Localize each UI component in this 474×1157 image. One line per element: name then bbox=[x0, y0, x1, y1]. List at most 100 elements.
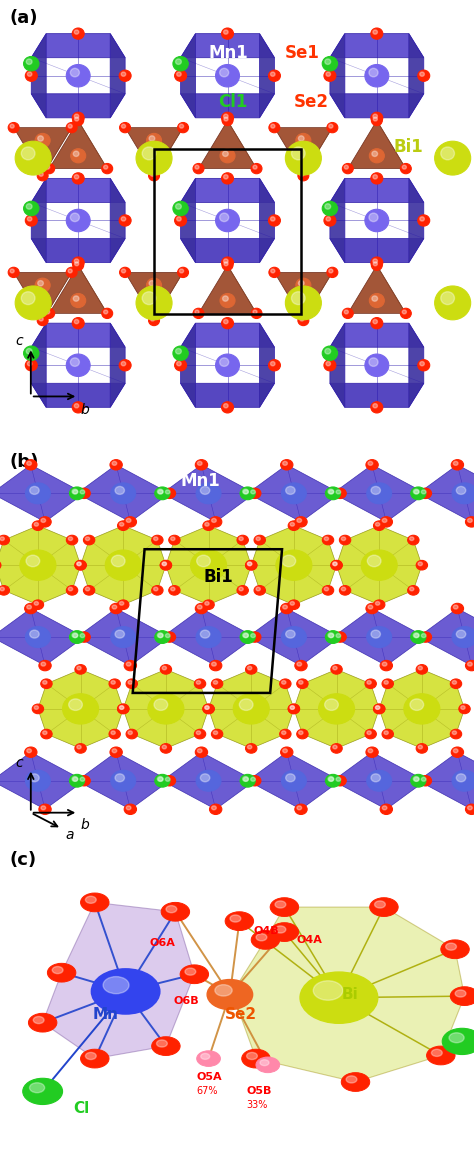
Circle shape bbox=[158, 778, 163, 781]
Circle shape bbox=[26, 204, 32, 209]
Circle shape bbox=[8, 267, 19, 278]
Circle shape bbox=[126, 662, 131, 666]
Circle shape bbox=[296, 133, 311, 147]
Circle shape bbox=[205, 523, 209, 526]
Circle shape bbox=[73, 634, 78, 638]
Circle shape bbox=[154, 537, 158, 540]
Circle shape bbox=[269, 267, 280, 278]
Circle shape bbox=[280, 729, 291, 739]
Circle shape bbox=[34, 706, 38, 709]
Circle shape bbox=[215, 985, 232, 996]
Circle shape bbox=[221, 317, 234, 329]
Circle shape bbox=[290, 602, 294, 605]
Circle shape bbox=[195, 747, 208, 758]
Circle shape bbox=[73, 489, 78, 494]
Circle shape bbox=[126, 679, 137, 688]
Circle shape bbox=[450, 729, 462, 739]
Circle shape bbox=[333, 562, 337, 566]
Circle shape bbox=[292, 147, 305, 160]
Circle shape bbox=[244, 489, 248, 494]
Circle shape bbox=[251, 634, 255, 638]
Circle shape bbox=[118, 705, 129, 714]
Circle shape bbox=[253, 310, 257, 314]
Circle shape bbox=[282, 680, 286, 684]
Circle shape bbox=[69, 487, 84, 500]
Circle shape bbox=[418, 71, 430, 81]
Polygon shape bbox=[181, 34, 195, 118]
Circle shape bbox=[452, 771, 474, 791]
Circle shape bbox=[66, 267, 77, 278]
Text: Mn1: Mn1 bbox=[180, 472, 220, 491]
Circle shape bbox=[384, 680, 388, 684]
Polygon shape bbox=[166, 525, 251, 605]
Circle shape bbox=[299, 680, 303, 684]
Circle shape bbox=[283, 749, 287, 753]
Circle shape bbox=[69, 774, 84, 787]
Circle shape bbox=[222, 260, 233, 271]
Circle shape bbox=[102, 163, 113, 174]
Circle shape bbox=[73, 116, 84, 126]
Text: Mn1: Mn1 bbox=[209, 44, 248, 62]
Polygon shape bbox=[209, 670, 294, 749]
Circle shape bbox=[146, 278, 162, 293]
Circle shape bbox=[451, 603, 464, 613]
Circle shape bbox=[283, 462, 287, 465]
Circle shape bbox=[74, 404, 79, 408]
Circle shape bbox=[193, 308, 204, 318]
Circle shape bbox=[414, 634, 419, 638]
Circle shape bbox=[211, 679, 223, 688]
Circle shape bbox=[237, 585, 248, 595]
Circle shape bbox=[128, 731, 132, 735]
Circle shape bbox=[281, 603, 293, 613]
Circle shape bbox=[327, 488, 339, 499]
Circle shape bbox=[112, 749, 117, 753]
Circle shape bbox=[43, 680, 47, 684]
Circle shape bbox=[162, 562, 166, 566]
Polygon shape bbox=[49, 120, 107, 169]
Circle shape bbox=[401, 308, 411, 318]
Polygon shape bbox=[181, 178, 274, 202]
Circle shape bbox=[333, 562, 337, 566]
Circle shape bbox=[412, 488, 424, 499]
Circle shape bbox=[282, 731, 286, 735]
Circle shape bbox=[121, 270, 126, 273]
Circle shape bbox=[374, 705, 385, 714]
Circle shape bbox=[72, 776, 78, 781]
Text: Cl: Cl bbox=[73, 1101, 90, 1117]
Circle shape bbox=[256, 537, 260, 540]
Circle shape bbox=[327, 775, 339, 786]
Circle shape bbox=[419, 488, 431, 499]
Circle shape bbox=[288, 705, 300, 714]
Circle shape bbox=[126, 518, 131, 523]
Circle shape bbox=[119, 267, 130, 278]
Circle shape bbox=[220, 149, 235, 163]
Circle shape bbox=[27, 605, 31, 609]
Circle shape bbox=[119, 215, 131, 226]
Circle shape bbox=[72, 401, 84, 413]
Text: a: a bbox=[65, 827, 74, 841]
Circle shape bbox=[435, 141, 471, 175]
Circle shape bbox=[71, 149, 86, 163]
Circle shape bbox=[224, 319, 228, 324]
Polygon shape bbox=[31, 178, 46, 263]
Circle shape bbox=[205, 602, 209, 605]
Circle shape bbox=[246, 560, 257, 570]
Circle shape bbox=[382, 518, 387, 523]
Circle shape bbox=[38, 280, 44, 286]
Circle shape bbox=[73, 260, 84, 271]
Circle shape bbox=[260, 1060, 269, 1066]
Circle shape bbox=[325, 204, 331, 209]
Polygon shape bbox=[31, 323, 125, 347]
Circle shape bbox=[74, 259, 79, 263]
Circle shape bbox=[253, 165, 257, 169]
Circle shape bbox=[413, 633, 419, 638]
Circle shape bbox=[115, 486, 125, 494]
Circle shape bbox=[300, 317, 304, 320]
Circle shape bbox=[431, 1049, 442, 1056]
Circle shape bbox=[0, 588, 4, 591]
Polygon shape bbox=[294, 670, 379, 749]
Circle shape bbox=[367, 555, 381, 567]
Circle shape bbox=[223, 296, 228, 301]
Circle shape bbox=[297, 518, 301, 523]
Circle shape bbox=[326, 361, 330, 366]
